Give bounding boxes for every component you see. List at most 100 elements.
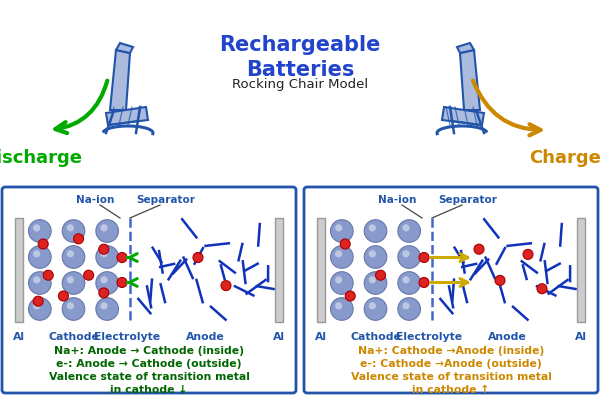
Circle shape bbox=[33, 276, 40, 283]
Circle shape bbox=[62, 272, 85, 294]
Text: Al: Al bbox=[315, 332, 327, 342]
Circle shape bbox=[364, 246, 387, 268]
Circle shape bbox=[67, 302, 74, 309]
Circle shape bbox=[364, 298, 387, 320]
Circle shape bbox=[62, 220, 85, 242]
Text: Na+: Anode → Cathode (inside): Na+: Anode → Cathode (inside) bbox=[54, 346, 244, 356]
Circle shape bbox=[83, 270, 94, 280]
FancyBboxPatch shape bbox=[2, 187, 296, 393]
Text: Charge: Charge bbox=[529, 149, 600, 167]
Text: in cathode ↓: in cathode ↓ bbox=[110, 385, 188, 395]
Circle shape bbox=[340, 239, 350, 249]
FancyBboxPatch shape bbox=[275, 218, 283, 322]
Circle shape bbox=[96, 298, 118, 320]
Text: Rechargeable
Batteries: Rechargeable Batteries bbox=[220, 35, 380, 80]
Circle shape bbox=[331, 220, 353, 242]
Polygon shape bbox=[116, 43, 133, 53]
Circle shape bbox=[364, 220, 387, 242]
Circle shape bbox=[96, 272, 118, 294]
Circle shape bbox=[62, 298, 85, 320]
FancyBboxPatch shape bbox=[304, 187, 598, 393]
Circle shape bbox=[29, 298, 51, 320]
Polygon shape bbox=[110, 50, 130, 110]
Circle shape bbox=[33, 224, 40, 231]
Circle shape bbox=[67, 276, 74, 283]
Circle shape bbox=[523, 249, 533, 259]
Circle shape bbox=[33, 302, 40, 309]
Text: Rocking Chair Model: Rocking Chair Model bbox=[232, 78, 368, 91]
Circle shape bbox=[100, 224, 107, 231]
Text: Al: Al bbox=[273, 332, 285, 342]
Circle shape bbox=[369, 224, 376, 231]
Circle shape bbox=[29, 272, 51, 294]
Text: Separator: Separator bbox=[137, 195, 196, 205]
Circle shape bbox=[38, 239, 48, 249]
Circle shape bbox=[537, 284, 547, 294]
Circle shape bbox=[403, 276, 410, 283]
Circle shape bbox=[335, 224, 342, 231]
Circle shape bbox=[74, 234, 83, 244]
FancyBboxPatch shape bbox=[15, 218, 23, 322]
Circle shape bbox=[474, 244, 484, 254]
Text: Separator: Separator bbox=[439, 195, 497, 205]
Circle shape bbox=[62, 246, 85, 268]
Circle shape bbox=[335, 250, 342, 257]
Circle shape bbox=[99, 288, 109, 298]
Circle shape bbox=[221, 281, 231, 291]
Text: Valence state of transition metal: Valence state of transition metal bbox=[350, 372, 551, 382]
Circle shape bbox=[117, 252, 127, 262]
Circle shape bbox=[29, 220, 51, 242]
Polygon shape bbox=[442, 107, 484, 125]
Circle shape bbox=[398, 246, 421, 268]
Text: Discharge: Discharge bbox=[0, 149, 83, 167]
Circle shape bbox=[331, 272, 353, 294]
Text: Na-ion: Na-ion bbox=[76, 195, 114, 205]
Circle shape bbox=[364, 272, 387, 294]
Circle shape bbox=[100, 250, 107, 257]
Circle shape bbox=[376, 270, 386, 280]
Text: Al: Al bbox=[575, 332, 587, 342]
Polygon shape bbox=[106, 107, 148, 125]
Circle shape bbox=[99, 244, 109, 254]
Circle shape bbox=[403, 224, 410, 231]
Circle shape bbox=[117, 278, 127, 287]
Circle shape bbox=[403, 250, 410, 257]
Circle shape bbox=[495, 276, 505, 285]
Circle shape bbox=[419, 252, 429, 262]
Text: in cathode ↑: in cathode ↑ bbox=[412, 385, 490, 395]
Circle shape bbox=[100, 302, 107, 309]
Circle shape bbox=[403, 302, 410, 309]
Text: Cathode: Cathode bbox=[350, 332, 401, 342]
FancyBboxPatch shape bbox=[317, 218, 325, 322]
Circle shape bbox=[33, 296, 43, 306]
Circle shape bbox=[335, 276, 342, 283]
Text: Al: Al bbox=[13, 332, 25, 342]
Circle shape bbox=[96, 246, 118, 268]
Text: Na+: Cathode →Anode (inside): Na+: Cathode →Anode (inside) bbox=[358, 346, 544, 356]
Circle shape bbox=[331, 246, 353, 268]
Circle shape bbox=[29, 246, 51, 268]
Polygon shape bbox=[457, 43, 474, 53]
Circle shape bbox=[369, 302, 376, 309]
Circle shape bbox=[67, 224, 74, 231]
Text: e-: Cathode →Anode (outside): e-: Cathode →Anode (outside) bbox=[360, 359, 542, 369]
FancyBboxPatch shape bbox=[577, 218, 585, 322]
Text: Electrolyte: Electrolyte bbox=[396, 332, 462, 342]
Circle shape bbox=[419, 278, 429, 287]
Text: e-: Anode → Cathode (outside): e-: Anode → Cathode (outside) bbox=[56, 359, 242, 369]
Circle shape bbox=[398, 220, 421, 242]
Circle shape bbox=[331, 298, 353, 320]
Circle shape bbox=[67, 250, 74, 257]
Circle shape bbox=[193, 252, 203, 262]
Text: Cathode: Cathode bbox=[48, 332, 99, 342]
Text: Anode: Anode bbox=[185, 332, 224, 342]
Text: Valence state of transition metal: Valence state of transition metal bbox=[49, 372, 250, 382]
Circle shape bbox=[100, 276, 107, 283]
Text: Electrolyte: Electrolyte bbox=[94, 332, 160, 342]
Circle shape bbox=[398, 272, 421, 294]
Circle shape bbox=[398, 298, 421, 320]
Circle shape bbox=[345, 291, 355, 301]
Circle shape bbox=[43, 270, 53, 280]
Text: Na-ion: Na-ion bbox=[378, 195, 416, 205]
Circle shape bbox=[58, 291, 68, 301]
